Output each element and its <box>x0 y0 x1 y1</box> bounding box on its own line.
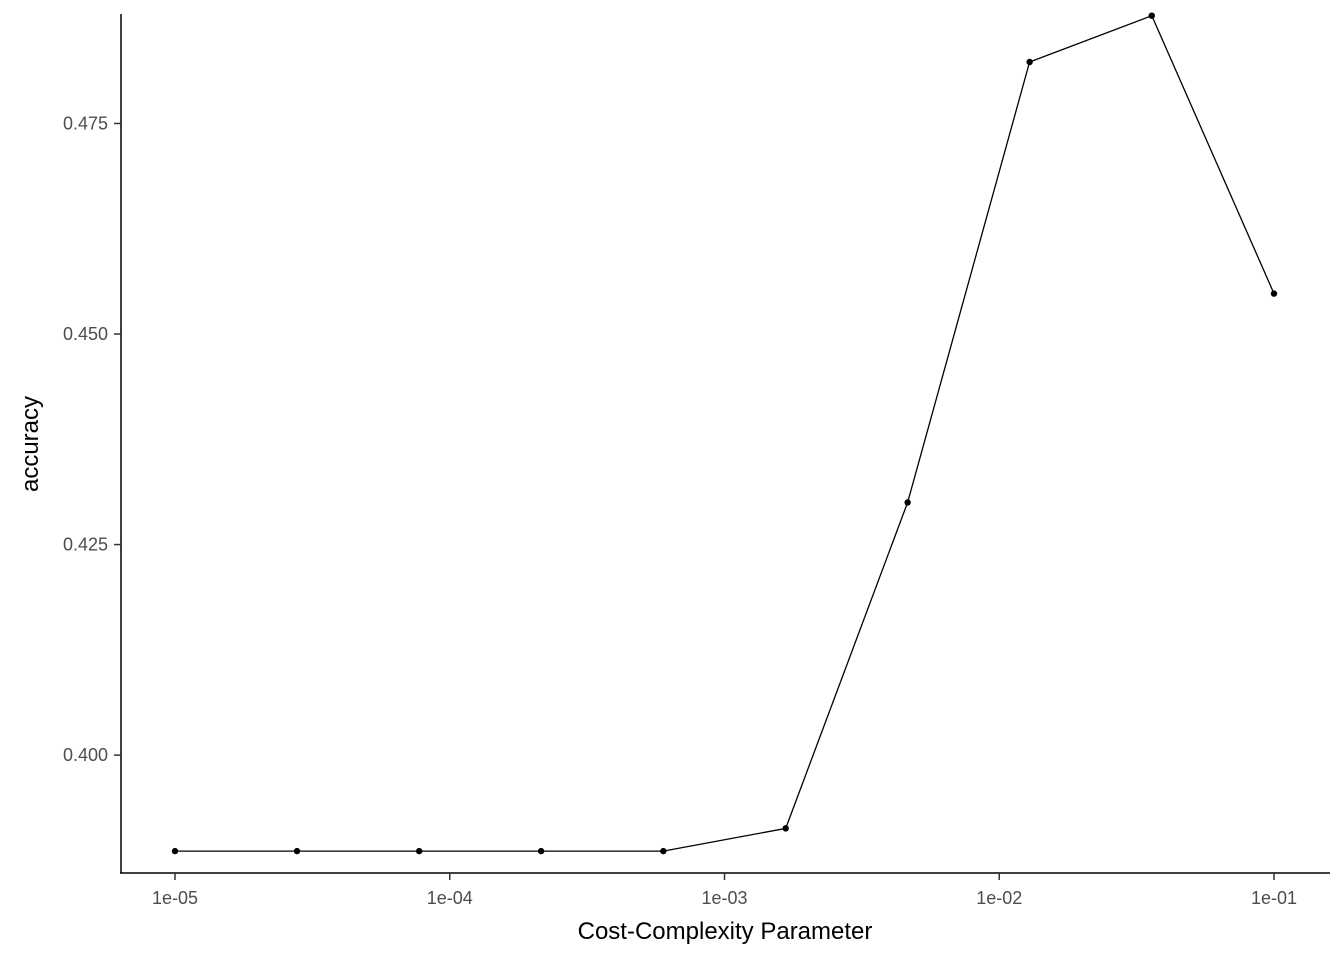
data-point <box>1148 12 1155 19</box>
data-point <box>660 847 667 855</box>
data-point <box>171 847 179 855</box>
y-tick-label: 0.425 <box>63 535 108 555</box>
plot-area <box>171 12 1278 855</box>
data-point <box>904 499 911 506</box>
data-point <box>1026 58 1033 66</box>
x-tick-label: 1e-03 <box>701 888 747 908</box>
x-tick-label: 1e-05 <box>152 888 198 908</box>
y-tick-label: 0.475 <box>63 113 108 133</box>
series-line <box>175 14 1275 852</box>
x-axis-ticks: 1e-05 1e-04 1e-03 1e-02 1e-01 <box>152 873 1297 908</box>
data-point <box>1270 290 1278 297</box>
data-point <box>293 847 301 855</box>
x-axis-title: Cost-Complexity Parameter <box>578 918 873 945</box>
x-tick-label: 1e-02 <box>976 888 1022 908</box>
data-point <box>415 847 423 855</box>
data-point <box>537 847 545 855</box>
x-tick-label: 1e-01 <box>1251 888 1297 908</box>
y-axis-title: accuracy <box>17 396 44 492</box>
y-axis-ticks: 0.400 0.425 0.450 0.475 <box>63 113 121 765</box>
y-tick-label: 0.450 <box>63 324 108 344</box>
x-tick-label: 1e-04 <box>427 888 473 908</box>
y-tick-label: 0.400 <box>63 745 108 765</box>
data-point <box>782 825 789 832</box>
